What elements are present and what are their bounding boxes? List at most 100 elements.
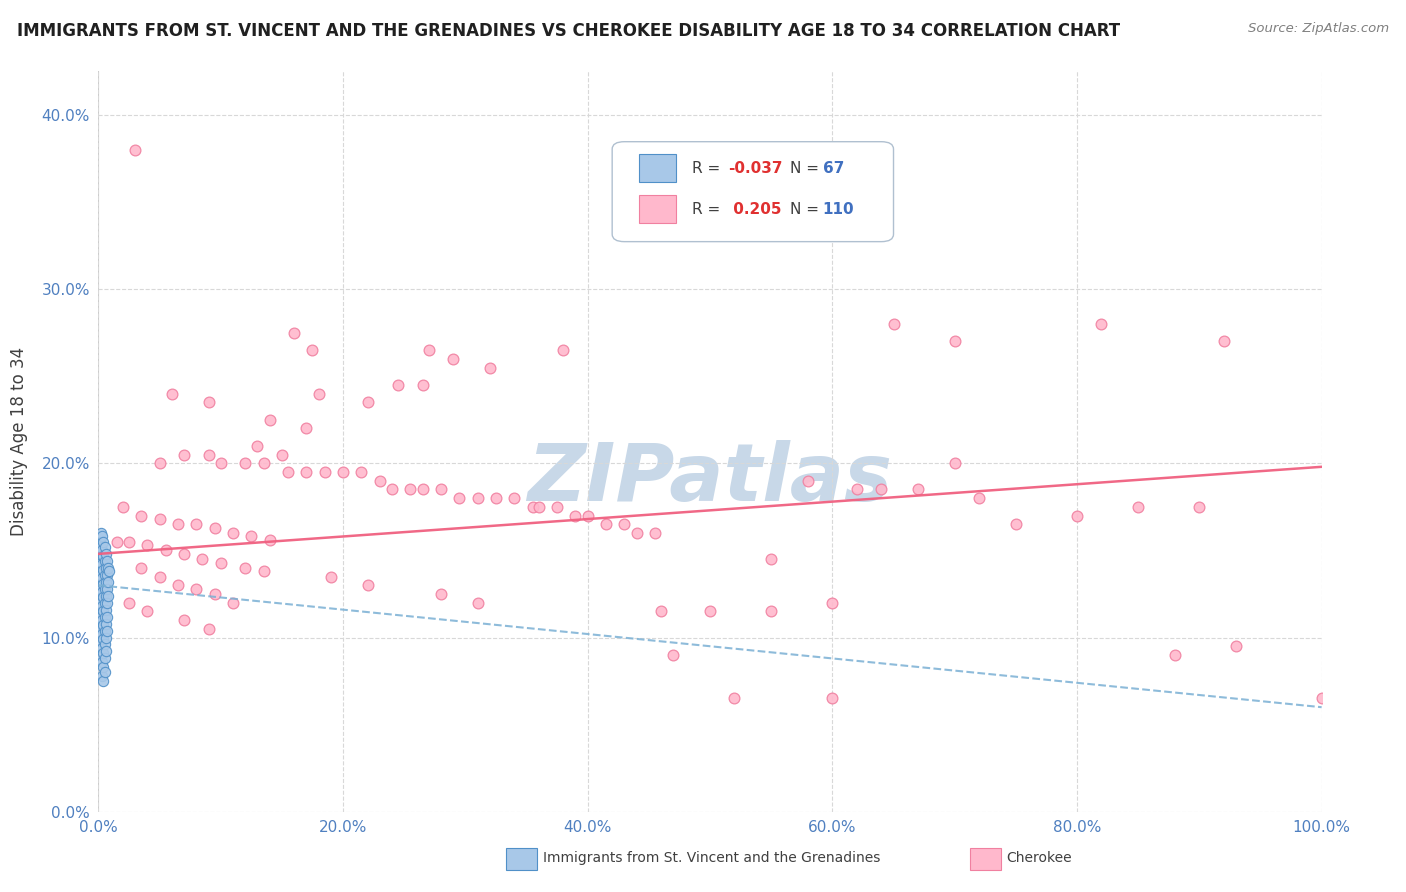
Point xyxy=(967,491,990,505)
Point xyxy=(89,547,111,561)
Point xyxy=(91,529,114,543)
Point xyxy=(93,596,115,610)
Point xyxy=(626,526,648,541)
Point xyxy=(173,448,195,462)
Point xyxy=(173,547,195,561)
Point xyxy=(943,456,966,470)
Point xyxy=(449,491,471,505)
Point xyxy=(91,549,114,563)
Point xyxy=(527,500,550,514)
Point xyxy=(91,640,114,655)
Point xyxy=(90,634,112,648)
Text: Immigrants from St. Vincent and the Grenadines: Immigrants from St. Vincent and the Gren… xyxy=(543,851,880,865)
Point xyxy=(233,561,256,575)
Point xyxy=(399,483,422,497)
Point xyxy=(1188,500,1211,514)
Point xyxy=(93,582,115,596)
Point xyxy=(650,604,672,618)
Point xyxy=(97,574,120,589)
Point xyxy=(1212,334,1234,349)
Point xyxy=(270,448,294,462)
Text: N =: N = xyxy=(790,161,824,176)
Point xyxy=(259,413,281,427)
Point xyxy=(209,556,232,570)
Point xyxy=(883,317,905,331)
Point xyxy=(91,599,114,614)
Point xyxy=(93,609,115,624)
Point xyxy=(98,564,121,578)
Point xyxy=(89,616,111,631)
Point xyxy=(91,669,114,683)
Text: ZIPatlas: ZIPatlas xyxy=(527,440,893,517)
Point xyxy=(94,547,117,561)
Y-axis label: Disability Age 18 to 34: Disability Age 18 to 34 xyxy=(10,347,28,536)
Point xyxy=(576,508,599,523)
Text: R =: R = xyxy=(692,202,725,217)
Point xyxy=(252,564,274,578)
Point xyxy=(173,613,195,627)
Point xyxy=(90,609,112,624)
Point xyxy=(93,638,115,652)
Point xyxy=(332,465,354,479)
Point xyxy=(91,558,114,572)
Point xyxy=(118,596,141,610)
Point xyxy=(105,534,128,549)
Point xyxy=(97,589,120,603)
Point xyxy=(91,591,114,605)
Point xyxy=(136,538,159,552)
Point xyxy=(94,644,117,658)
Point xyxy=(155,543,177,558)
Point xyxy=(356,578,378,592)
Point xyxy=(430,587,453,601)
Point xyxy=(149,569,172,583)
Point xyxy=(845,483,868,497)
Point xyxy=(797,474,820,488)
Point xyxy=(613,517,636,532)
Point xyxy=(503,491,526,505)
Point xyxy=(91,585,114,599)
Point xyxy=(96,596,118,610)
Point xyxy=(295,421,318,435)
Text: 110: 110 xyxy=(823,202,855,217)
Point xyxy=(301,343,323,357)
Text: Cherokee: Cherokee xyxy=(1007,851,1073,865)
Point xyxy=(723,691,745,706)
Point xyxy=(90,567,112,582)
Point xyxy=(89,561,111,575)
Text: -0.037: -0.037 xyxy=(728,161,783,176)
Point xyxy=(91,571,114,585)
Point xyxy=(204,587,226,601)
Point xyxy=(699,604,721,618)
Point xyxy=(191,552,214,566)
Point xyxy=(167,517,190,532)
Point xyxy=(186,517,208,532)
Point xyxy=(356,395,378,409)
Point xyxy=(1004,517,1026,532)
Point xyxy=(418,343,440,357)
Point xyxy=(441,351,464,366)
Point xyxy=(240,529,263,543)
Point xyxy=(644,526,666,541)
Point xyxy=(118,534,141,549)
Point xyxy=(197,622,219,636)
Point xyxy=(761,604,783,618)
Point xyxy=(149,512,172,526)
Point xyxy=(197,448,219,462)
Point xyxy=(485,491,508,505)
Point xyxy=(761,552,783,566)
Point xyxy=(430,483,453,497)
Point xyxy=(90,582,112,596)
Point xyxy=(870,483,893,497)
Point xyxy=(90,526,112,541)
Point xyxy=(129,561,152,575)
Point xyxy=(111,500,134,514)
Point xyxy=(89,587,111,601)
Text: Source: ZipAtlas.com: Source: ZipAtlas.com xyxy=(1249,22,1389,36)
Point xyxy=(308,386,330,401)
Point xyxy=(93,651,115,665)
Point xyxy=(368,474,391,488)
Text: N =: N = xyxy=(790,202,824,217)
Point xyxy=(93,554,115,568)
Point xyxy=(91,613,114,627)
Point xyxy=(564,508,586,523)
